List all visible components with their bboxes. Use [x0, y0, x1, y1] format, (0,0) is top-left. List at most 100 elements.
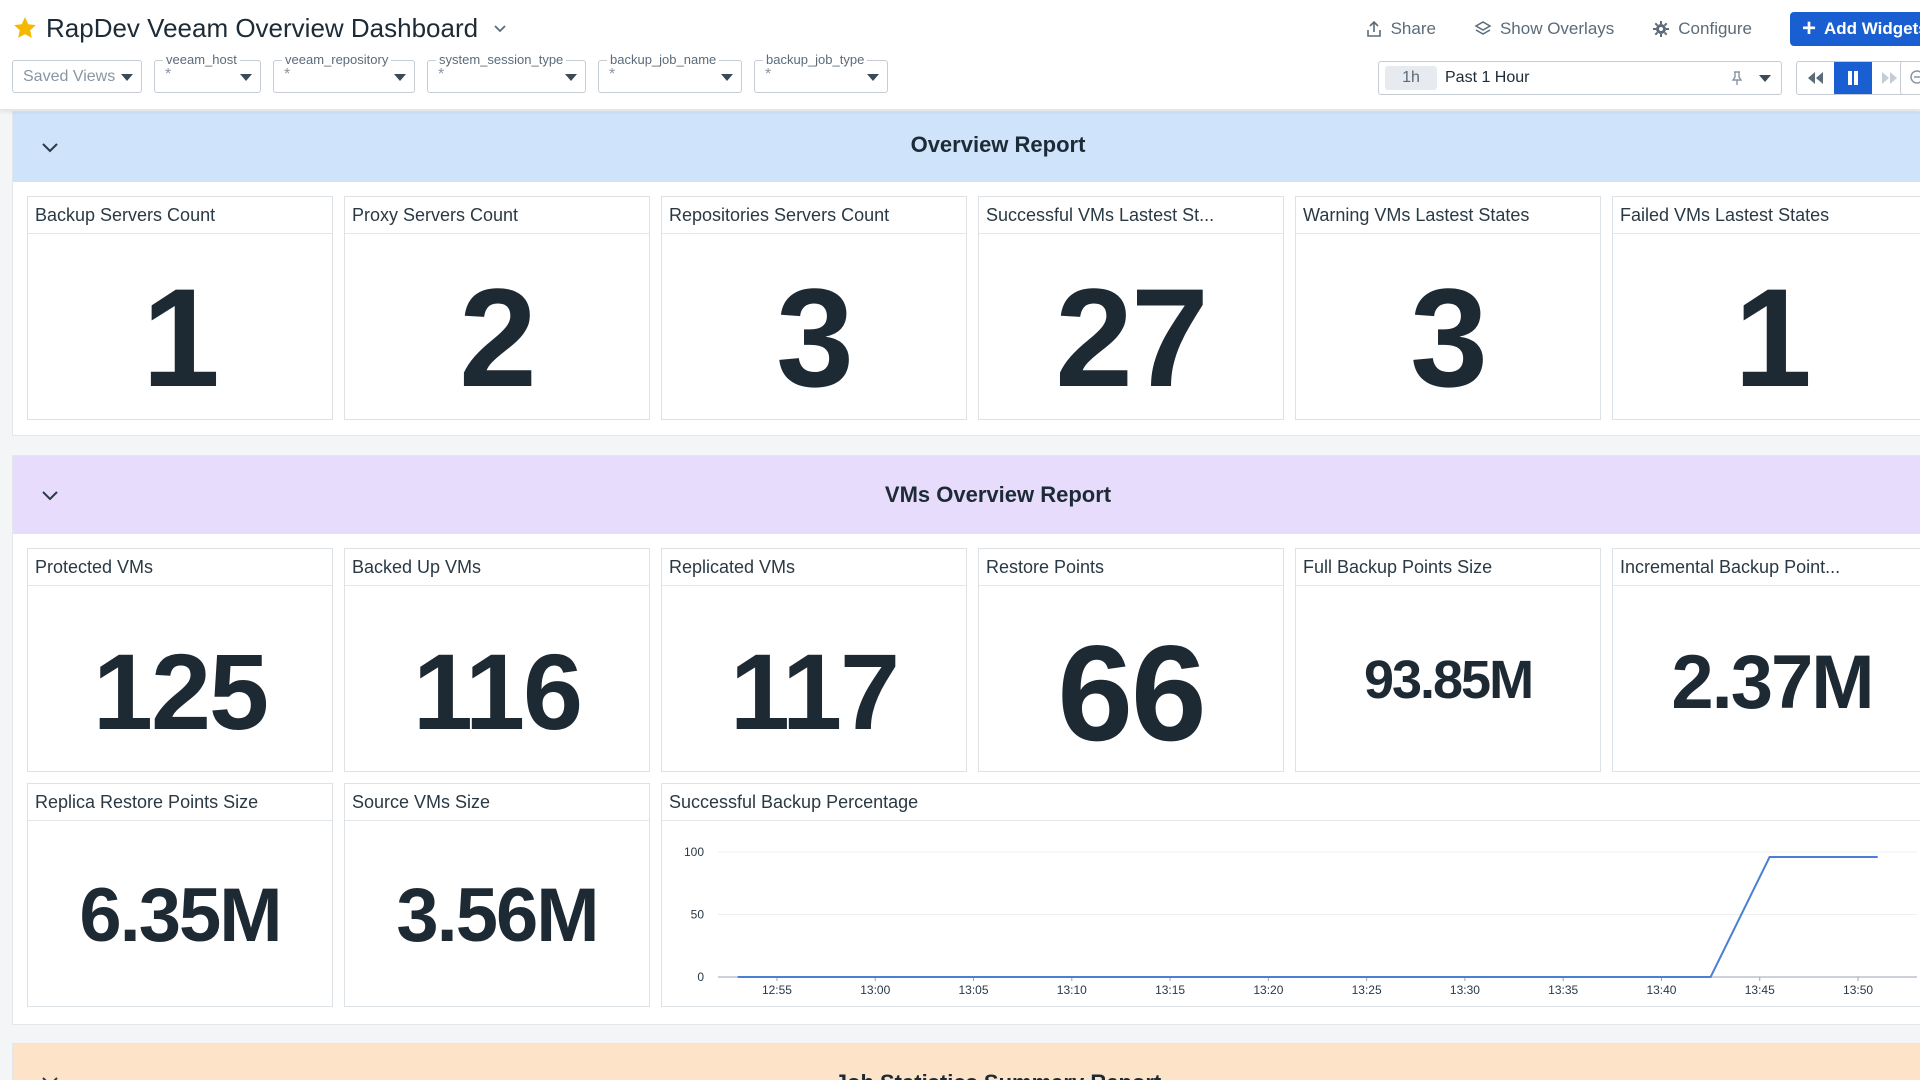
pin-icon[interactable]	[1729, 70, 1745, 86]
time-range-chip: 1h	[1385, 66, 1437, 90]
zoom-out-button[interactable]	[1900, 61, 1920, 95]
query-value-widget[interactable]: Successful VMs Lastest St... 27	[978, 196, 1284, 420]
plus-icon: +	[1802, 15, 1817, 42]
query-value-widget[interactable]: Backed Up VMs 116	[344, 548, 650, 772]
query-value-widget[interactable]: Full Backup Points Size 93.85M	[1295, 548, 1601, 772]
widget-title: Replicated VMs	[662, 549, 966, 586]
query-value-widget[interactable]: Repositories Servers Count 3	[661, 196, 967, 420]
add-widgets-label: Add Widgets	[1824, 19, 1920, 38]
caret-down-icon	[394, 74, 406, 81]
job-statistics-group: Job Statistics Summary Report	[12, 1043, 1920, 1080]
query-value-widget[interactable]: Backup Servers Count 1	[27, 196, 333, 420]
system-session-type-select[interactable]: system_session_type *	[427, 52, 586, 93]
query-value-widget[interactable]: Replicated VMs 117	[661, 548, 967, 772]
x-tick-label: 13:50	[1843, 983, 1873, 997]
chevron-down-icon[interactable]	[39, 136, 61, 158]
widget-value: 66	[1057, 617, 1206, 769]
saved-views-select[interactable]: Saved Views	[12, 60, 142, 93]
backup-job-type-select[interactable]: backup_job_type *	[754, 52, 888, 93]
add-widgets-button[interactable]: + Add Widgets	[1790, 12, 1920, 46]
variable-value: *	[438, 66, 445, 83]
query-value-widget[interactable]: Replica Restore Points Size 6.35M	[27, 783, 333, 1007]
variable-name: veeam_repository	[282, 52, 392, 67]
pause-icon	[1847, 71, 1858, 85]
widget-title: Successful Backup Percentage	[662, 784, 1920, 821]
widget-title: Full Backup Points Size	[1296, 549, 1600, 586]
x-tick-label: 13:05	[959, 983, 989, 997]
widget-value: 2	[459, 259, 537, 416]
series-line	[737, 856, 1878, 978]
time-range-picker[interactable]: 1h Past 1 Hour	[1378, 61, 1782, 95]
query-value-widget[interactable]: Protected VMs 125	[27, 548, 333, 772]
widget-value: 116	[412, 631, 583, 752]
caret-down-icon	[121, 74, 133, 81]
dashboard-header: RapDev Veeam Overview Dashboard Share Sh…	[0, 0, 1920, 110]
rewind-icon	[1807, 72, 1823, 84]
chevron-down-icon[interactable]	[39, 484, 61, 506]
group-title: Overview Report	[910, 132, 1086, 157]
fast-forward-button[interactable]	[1872, 62, 1909, 94]
x-tick-label: 13:10	[1057, 983, 1087, 997]
rewind-button[interactable]	[1797, 62, 1834, 94]
variable-value: *	[609, 66, 616, 83]
query-value-widget[interactable]: Incremental Backup Point... 2.37M	[1612, 548, 1920, 772]
widget-value: 3.56M	[396, 873, 599, 958]
x-tick-label: 13:25	[1352, 983, 1382, 997]
x-tick-label: 12:55	[762, 983, 792, 997]
dashboard-title: RapDev Veeam Overview Dashboard	[46, 12, 479, 43]
x-tick-label: 13:45	[1745, 983, 1775, 997]
variable-name: system_session_type	[436, 52, 567, 67]
widget-value: 125	[92, 631, 269, 752]
widget-value: 117	[729, 631, 900, 752]
query-value-widget[interactable]: Source VMs Size 3.56M	[344, 783, 650, 1007]
pause-button[interactable]	[1834, 62, 1872, 94]
widget-title: Incremental Backup Point...	[1613, 549, 1920, 586]
widget-title: Proxy Servers Count	[345, 197, 649, 234]
show-overlays-button[interactable]: Show Overlays	[1474, 19, 1614, 39]
widget-title: Replica Restore Points Size	[28, 784, 332, 821]
query-value-widget[interactable]: Restore Points 66	[978, 548, 1284, 772]
playback-controls	[1796, 61, 1910, 95]
query-value-widget[interactable]: Failed VMs Lastest States 1	[1612, 196, 1920, 420]
x-tick-label: 13:20	[1253, 983, 1283, 997]
successful-backup-chart[interactable]: 0 50 100 12:55 13:00 13:05 13:10 13:15 13:20 13:2…	[662, 822, 1920, 1008]
widget-value: 27	[1055, 259, 1209, 416]
caret-down-icon	[565, 74, 577, 81]
widget-title: Backed Up VMs	[345, 549, 649, 586]
widget-title: Failed VMs Lastest States	[1613, 197, 1920, 234]
vms-overview-report-group: VMs Overview Report Protected VMs 125 Ba…	[12, 455, 1920, 1025]
share-icon	[1366, 20, 1381, 37]
variable-name: backup_job_name	[607, 52, 720, 67]
veeam-repository-select[interactable]: veeam_repository *	[273, 52, 415, 93]
query-value-widget[interactable]: Proxy Servers Count 2	[344, 196, 650, 420]
header-actions: Share Show Overlays Configure + Add Widg…	[1365, 12, 1920, 46]
share-button[interactable]: Share	[1365, 19, 1436, 39]
group-header[interactable]: Overview Report	[13, 112, 1920, 182]
x-tick-label: 13:35	[1548, 983, 1578, 997]
star-icon[interactable]	[12, 15, 38, 41]
chevron-down-icon[interactable]	[492, 20, 508, 36]
share-label: Share	[1390, 19, 1436, 38]
widget-value: 1	[142, 259, 220, 416]
y-tick-label: 0	[697, 970, 704, 984]
zoom-out-icon	[1910, 70, 1920, 84]
show-overlays-label: Show Overlays	[1499, 19, 1615, 38]
backup-job-name-select[interactable]: backup_job_name *	[598, 52, 742, 93]
widget-title: Warning VMs Lastest States	[1296, 197, 1600, 234]
widget-value: 1	[1734, 259, 1812, 416]
configure-button[interactable]: Configure	[1652, 19, 1752, 39]
veeam-host-select[interactable]: veeam_host *	[154, 52, 261, 93]
widget-value: 3	[776, 259, 854, 416]
timeseries-widget[interactable]: Successful Backup Percentage 0 50 100 12:55…	[661, 783, 1920, 1007]
widget-title: Successful VMs Lastest St...	[979, 197, 1283, 234]
variable-name: veeam_host	[163, 52, 240, 67]
x-tick-label: 13:30	[1450, 983, 1480, 997]
query-value-widget[interactable]: Warning VMs Lastest States 3	[1295, 196, 1601, 420]
x-tick-label: 13:40	[1646, 983, 1676, 997]
widget-title: Source VMs Size	[345, 784, 649, 821]
widget-title: Protected VMs	[28, 549, 332, 586]
saved-views-label: Saved Views	[23, 68, 116, 85]
group-header[interactable]: Job Statistics Summary Report	[13, 1044, 1920, 1080]
group-header[interactable]: VMs Overview Report	[13, 456, 1920, 534]
fast-forward-icon	[1882, 72, 1898, 84]
